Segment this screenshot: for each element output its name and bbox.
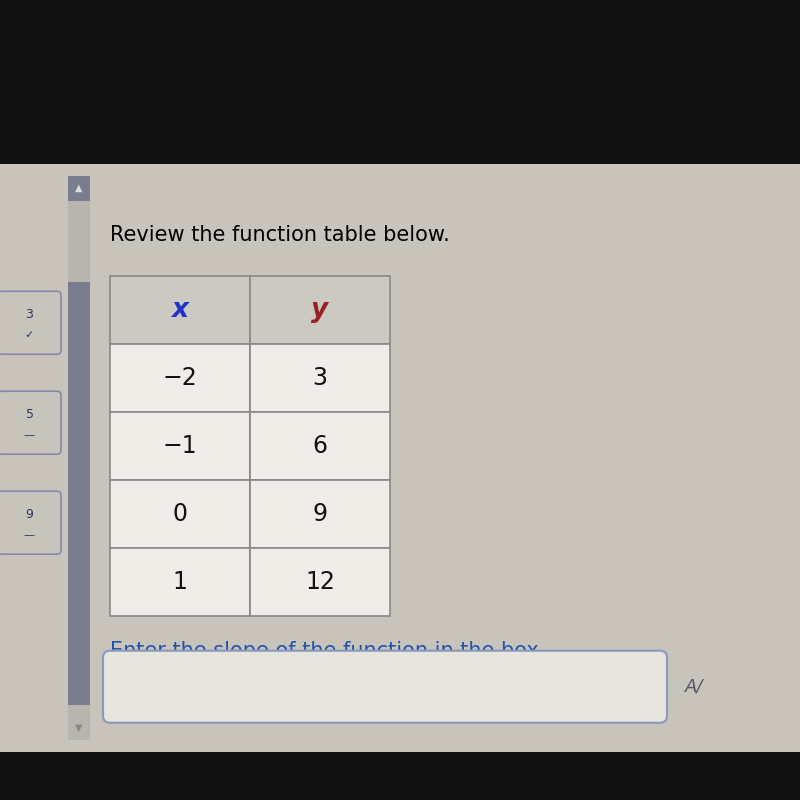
Text: −1: −1 [162, 434, 198, 458]
Bar [250, 548, 390, 616]
FancyBboxPatch shape [103, 650, 667, 722]
Text: Enter the slope of the function in the box.: Enter the slope of the function in the b… [110, 641, 546, 661]
Text: 3: 3 [26, 308, 34, 321]
Text: 9: 9 [26, 508, 34, 521]
Text: Review the function table below.: Review the function table below. [110, 225, 450, 245]
Bar [250, 412, 390, 480]
FancyBboxPatch shape [0, 391, 61, 454]
Bar [68, 715, 90, 740]
Text: 9: 9 [313, 502, 327, 526]
Bar [110, 548, 250, 616]
Text: —: — [24, 430, 35, 440]
Text: ▲: ▲ [75, 183, 82, 194]
Text: —: — [24, 530, 35, 540]
Text: 0: 0 [173, 502, 187, 526]
Bar [0, 164, 800, 752]
Text: y: y [311, 297, 329, 322]
Bar [250, 480, 390, 548]
FancyBboxPatch shape [0, 291, 61, 354]
Text: 3: 3 [313, 366, 327, 390]
Text: 1: 1 [173, 570, 187, 594]
Text: A/: A/ [685, 678, 703, 696]
Bar [110, 276, 250, 344]
Bar [110, 412, 250, 480]
Bar [110, 480, 250, 548]
Text: 12: 12 [305, 570, 335, 594]
Bar [68, 282, 90, 705]
Text: ✓: ✓ [25, 330, 34, 340]
Text: 5: 5 [26, 408, 34, 421]
Bar [110, 344, 250, 412]
Text: 6: 6 [313, 434, 327, 458]
Bar [68, 176, 90, 201]
Bar [250, 276, 390, 344]
Bar [68, 176, 90, 740]
FancyBboxPatch shape [0, 491, 61, 554]
Bar [250, 344, 390, 412]
Text: ▼: ▼ [75, 722, 82, 733]
Text: −2: −2 [162, 366, 198, 390]
Text: x: x [171, 297, 189, 322]
